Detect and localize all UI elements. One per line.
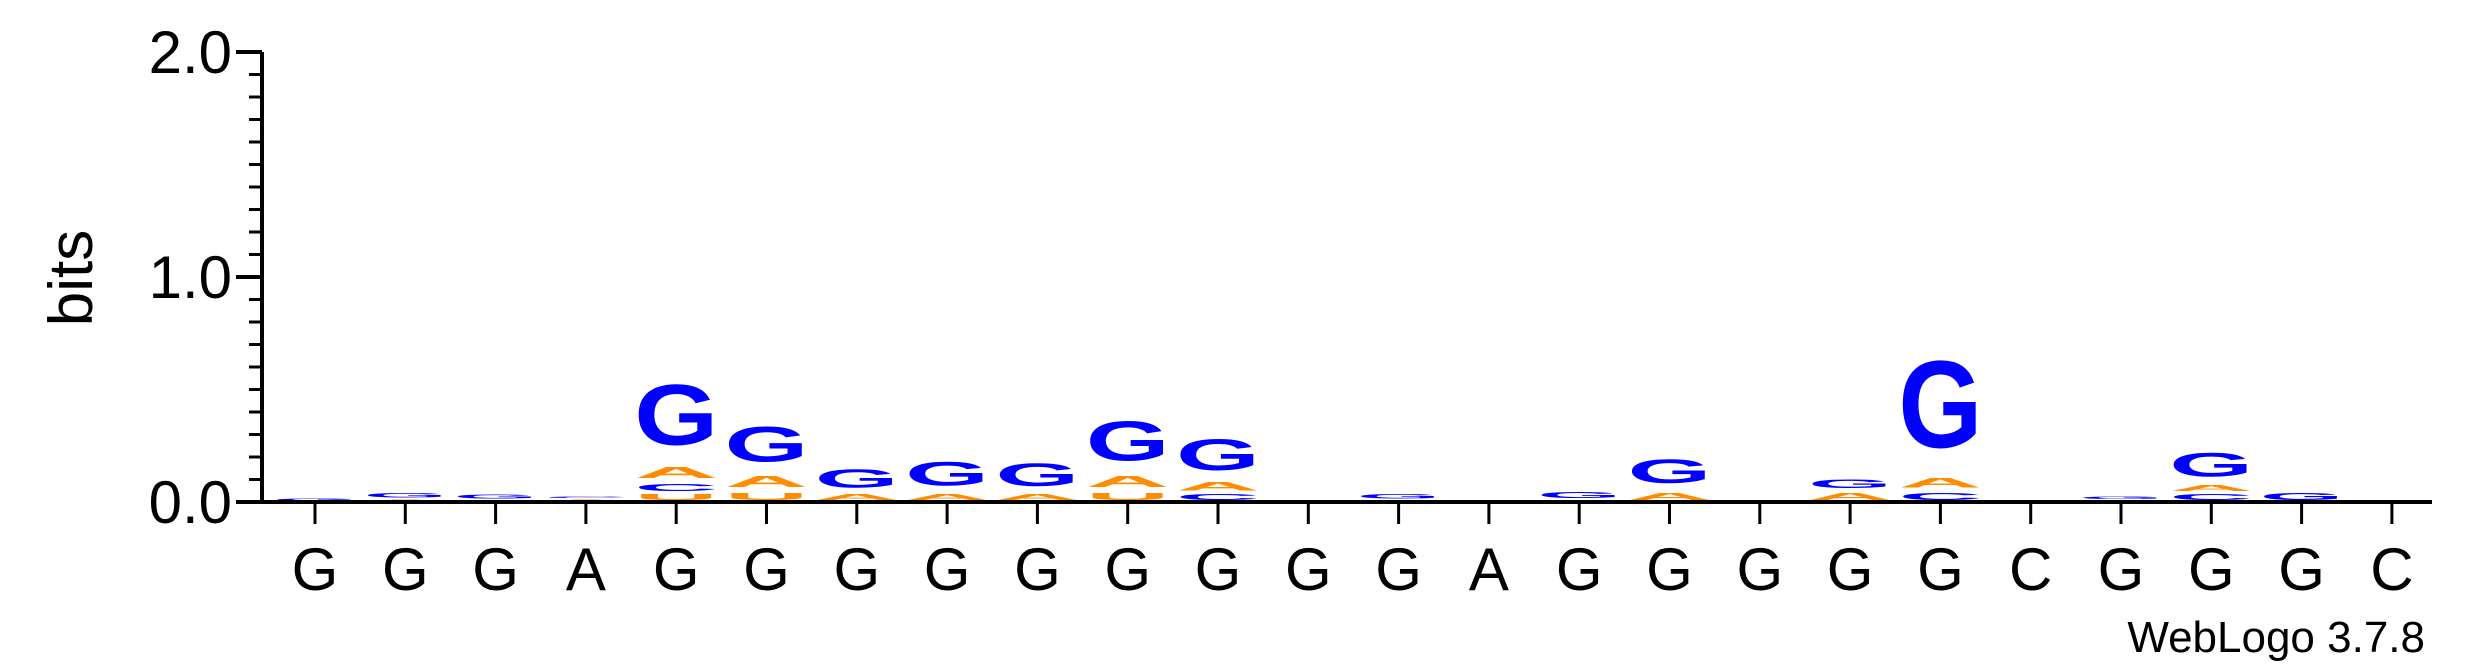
x-tick-label: G xyxy=(653,536,700,603)
logo-letter-C: C xyxy=(1176,493,1260,502)
x-tick-label: G xyxy=(472,536,519,603)
logo-letter-G: G xyxy=(363,492,447,499)
x-tick-label: G xyxy=(1195,536,1242,603)
y-tick-label: 1.0 xyxy=(149,244,232,311)
x-tick-label: C xyxy=(2370,536,2413,603)
logo-letter-G: G xyxy=(454,494,538,500)
y-axis-label: bits xyxy=(37,230,106,326)
logo-letter-G: G xyxy=(905,455,989,493)
logo-letter-G: G xyxy=(995,457,1079,493)
weblogo-credit: WebLogo 3.7.8 xyxy=(2127,613,2425,662)
logo-letter-C: C xyxy=(2169,493,2253,502)
logo-letter-G: G xyxy=(1357,493,1441,500)
x-tick-label: G xyxy=(1556,536,1603,603)
logo-letter-A: A xyxy=(1808,491,1892,502)
logo-letter-C: C xyxy=(634,482,718,493)
x-tick-label: G xyxy=(1646,536,1693,603)
x-tick-label: G xyxy=(292,536,339,603)
logo-letter-A: A xyxy=(725,473,809,491)
x-tick-label: G xyxy=(382,536,429,603)
logo-letter-A: A xyxy=(1176,479,1260,493)
x-tick-label: G xyxy=(2278,536,2325,603)
logo-letter-G: G xyxy=(815,464,899,493)
y-tick-label: 0.0 xyxy=(149,469,232,536)
logo-letter-A: A xyxy=(634,464,718,482)
logo-letter-C: C xyxy=(1898,491,1982,502)
y-axis: 0.0 1.0 2.0 xyxy=(149,19,264,536)
x-tick-label: G xyxy=(2098,536,2145,603)
x-tick-label: G xyxy=(924,536,971,603)
logo-stacks: GAGAGACUCAGUAGAGAGAGUAGCAGCGAGAGAGCAGAGC… xyxy=(273,334,2344,502)
logo-letter-A: A xyxy=(1627,491,1711,502)
logo-letter-G: G xyxy=(1176,430,1260,479)
x-tick-label: G xyxy=(833,536,880,603)
logo-letter-G: G xyxy=(1898,334,1982,474)
logo-letter-G: G xyxy=(1808,477,1892,490)
logo-letter-G: G xyxy=(1628,453,1712,491)
logo-letter-G: G xyxy=(725,416,809,472)
logo-letter-G: G xyxy=(2260,491,2344,502)
x-tick-label: G xyxy=(1917,536,1964,603)
logo-letter-A: A xyxy=(995,493,1079,502)
logo-letter-G: G xyxy=(2169,446,2253,484)
logo-letter-U: U xyxy=(634,493,718,502)
x-tick-label: A xyxy=(1469,536,1509,603)
logo-letter-G: G xyxy=(1086,410,1170,473)
logo-letter-C: C xyxy=(544,496,628,498)
x-tick-label: A xyxy=(566,536,606,603)
logo-letter-U: U xyxy=(1086,491,1170,502)
logo-letter-G: G xyxy=(1537,491,1621,500)
logo-letter-A: A xyxy=(905,493,989,502)
x-tick-label: G xyxy=(1104,536,1151,603)
x-tick-label: C xyxy=(2009,536,2052,603)
logo-letter-G: G xyxy=(2079,495,2163,499)
logo-letter-G: G xyxy=(273,498,357,502)
x-tick-label: G xyxy=(1375,536,1422,603)
y-tick-label: 2.0 xyxy=(149,19,232,86)
logo-letter-A: A xyxy=(815,493,899,502)
logo-letter-A: A xyxy=(1086,473,1170,491)
x-tick-label: G xyxy=(1014,536,1061,603)
logo-letter-U: U xyxy=(724,491,808,502)
x-tick-label: G xyxy=(1736,536,1783,603)
logo-letter-A: A xyxy=(1898,475,1982,491)
x-tick-label: G xyxy=(743,536,790,603)
logo-letter-A: A xyxy=(2169,484,2253,493)
x-tick-label: G xyxy=(2188,536,2235,603)
x-tick-label: G xyxy=(1827,536,1874,603)
logo-letter-G: G xyxy=(634,366,718,463)
x-tick-label: G xyxy=(1285,536,1332,603)
